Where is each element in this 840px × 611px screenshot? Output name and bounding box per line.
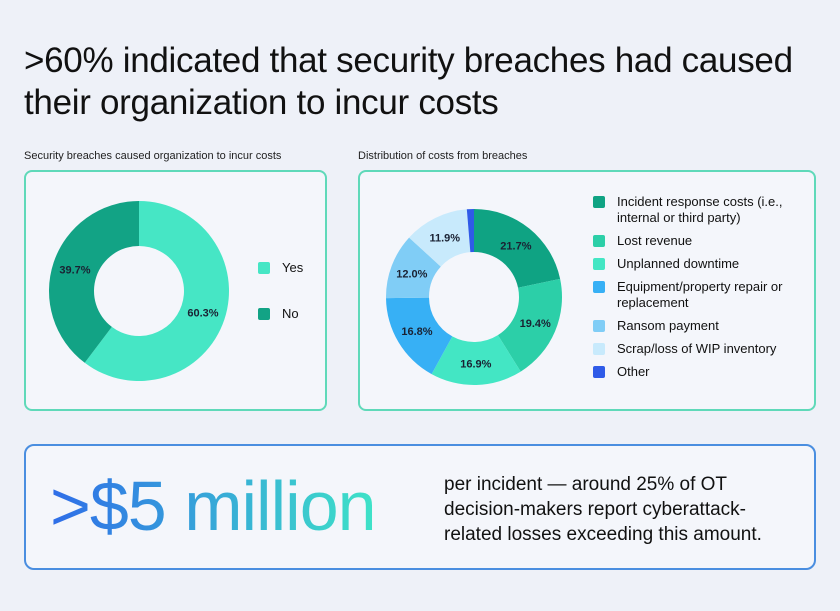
legend-swatch <box>593 281 605 293</box>
legend-label: Other <box>617 364 650 379</box>
donut-slice <box>386 237 441 299</box>
legend-label: Unplanned downtime <box>617 256 740 271</box>
legend-label: No <box>282 306 299 321</box>
slice-label: 21.7% <box>500 240 531 252</box>
slice-label: 11.9% <box>429 232 460 244</box>
donut-slice <box>409 209 471 267</box>
legend-item: Unplanned downtime <box>593 256 811 272</box>
chart2-card: 21.7% 19.4% 16.9% 16.8% 12.0% 11.9% Incident … <box>358 170 816 411</box>
legend-item: Incident response costs (i.e., internal … <box>593 194 811 226</box>
legend-item: Equipment/property repair or replacement <box>593 279 811 311</box>
slice-label: 60.3% <box>187 307 218 319</box>
callout-value: >$5 million <box>50 467 377 545</box>
chart1-card: 60.3% 39.7% Yes No <box>24 170 327 411</box>
legend-label: Yes <box>282 260 304 275</box>
slice-label: 12.0% <box>396 268 427 280</box>
legend-label: Scrap/loss of WIP inventory <box>617 341 777 356</box>
slice-label: 16.9% <box>460 358 491 370</box>
legend-swatch <box>593 196 605 208</box>
donut-slice <box>431 335 521 385</box>
legend-label: Incident response costs (i.e., internal … <box>617 194 783 225</box>
legend-item: Ransom payment <box>593 318 811 334</box>
legend-swatch <box>258 308 270 320</box>
legend-item: No <box>258 306 322 322</box>
callout-text: per incident — around 25% of OT decision… <box>444 474 762 545</box>
legend-label: Equipment/property repair or replacement <box>617 279 783 310</box>
legend-swatch <box>593 258 605 270</box>
chart2-donut: 21.7% 19.4% 16.9% 16.8% 12.0% 11.9% <box>386 209 562 385</box>
donut-slice <box>474 209 561 288</box>
page-title: >60% indicated that security breaches ha… <box>24 41 793 122</box>
chart1-legend: Yes No <box>258 260 322 322</box>
donut-slice <box>386 297 453 375</box>
legend-item: Scrap/loss of WIP inventory <box>593 341 811 357</box>
legend-item: Other <box>593 364 811 380</box>
donut-slice <box>497 278 562 372</box>
legend-label: Lost revenue <box>617 233 693 248</box>
legend-item: Lost revenue <box>593 233 811 249</box>
donut-slice <box>48 201 139 363</box>
legend-label: Ransom payment <box>617 318 719 333</box>
callout-card: >$5 million per incident — around 25% of… <box>24 444 816 570</box>
chart2-title: Distribution of costs from breaches <box>358 150 528 162</box>
donut-slice <box>466 209 474 253</box>
legend-swatch <box>593 343 605 355</box>
chart2-legend: Incident response costs (i.e., internal … <box>593 194 811 380</box>
slice-label: 16.8% <box>401 326 432 338</box>
legend-swatch <box>593 366 605 378</box>
chart1-title: Security breaches caused organization to… <box>24 150 282 162</box>
slice-label: 39.7% <box>59 265 90 277</box>
chart1-donut: 60.3% 39.7% <box>48 201 229 381</box>
legend-swatch <box>593 235 605 247</box>
legend-item: Yes <box>258 260 322 276</box>
donut-slice <box>84 201 229 381</box>
legend-swatch <box>258 262 270 274</box>
legend-swatch <box>593 320 605 332</box>
slice-label: 19.4% <box>520 318 551 330</box>
